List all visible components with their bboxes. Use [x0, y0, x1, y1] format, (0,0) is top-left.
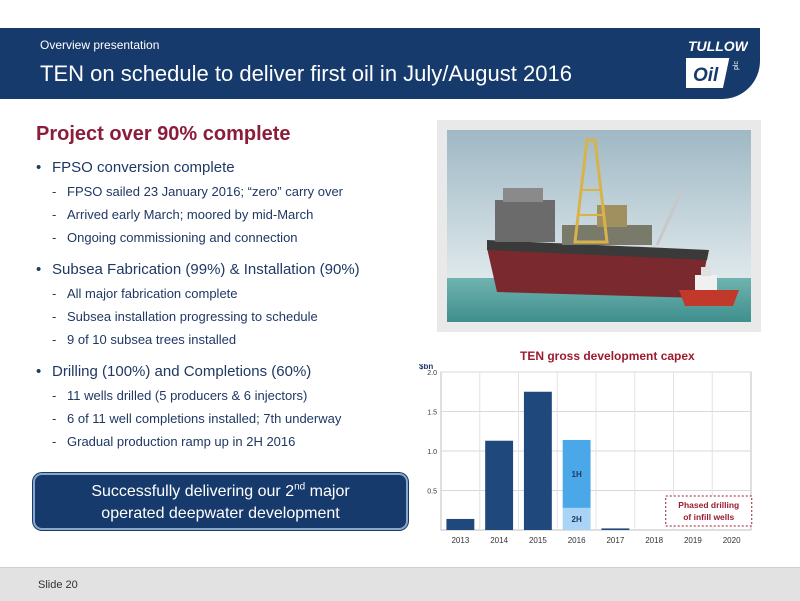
fpso-photo	[447, 130, 751, 322]
callout-line1: Successfully delivering our 2nd major	[35, 481, 406, 503]
x-tick-label: 2018	[645, 536, 663, 545]
callout-suffix: major	[305, 483, 350, 500]
segment-label-1H: 1H	[572, 470, 582, 479]
slide-number: Slide 20	[38, 579, 78, 591]
logo-wordmark: TULLOW	[688, 38, 748, 54]
sub-bullet: 9 of 10 subsea trees installed	[36, 328, 426, 351]
bullet-fpso: FPSO conversion complete	[36, 156, 426, 180]
bar-2016-s1	[562, 439, 591, 508]
x-tick-label: 2020	[723, 536, 741, 545]
annotation-line2: of infill wells	[683, 512, 734, 522]
header-banner: Overview presentation TEN on schedule to…	[0, 28, 760, 99]
sub-bullet: 11 wells drilled (5 producers & 6 inject…	[36, 384, 426, 407]
y-tick-label: 0.5	[427, 489, 437, 496]
bullet-subsea: Subsea Fabrication (99%) & Installation …	[36, 258, 426, 282]
fpso-ship-image	[447, 130, 751, 322]
x-tick-label: 2019	[684, 536, 702, 545]
sub-bullet: Arrived early March; moored by mid-March	[36, 203, 426, 226]
callout-prefix: Successfully delivering our 2	[91, 483, 295, 500]
logo-mark: Oil	[693, 65, 719, 86]
bar-2017-s0	[601, 528, 630, 530]
callout-line2: operated deepwater development	[101, 505, 340, 522]
callout-box: Successfully delivering our 2nd major op…	[33, 473, 408, 530]
annotation-line1: Phased drilling	[678, 500, 739, 510]
callout-sup: nd	[294, 481, 306, 493]
segment-label-2H: 2H	[572, 515, 582, 524]
bar-2013-s0	[446, 518, 475, 530]
annotation-box	[665, 495, 753, 527]
sub-bullet: Ongoing commissioning and connection	[36, 226, 426, 249]
photo-frame	[437, 120, 761, 332]
sub-bullet: Gradual production ramp up in 2H 2016	[36, 430, 426, 453]
header-subtitle: Overview presentation	[40, 38, 160, 52]
x-tick-label: 2013	[451, 536, 469, 545]
x-tick-label: 2015	[529, 536, 547, 545]
bar-2014-s0	[485, 440, 514, 530]
section-title: Project over 90% complete	[36, 123, 291, 145]
bullet-list: FPSO conversion complete FPSO sailed 23 …	[36, 156, 426, 453]
sub-bullet: FPSO sailed 23 January 2016; “zero” carr…	[36, 180, 426, 203]
bar-2016-s0	[562, 507, 591, 530]
y-tick-label: 1.5	[427, 410, 437, 417]
y-tick-label: 1.0	[427, 449, 437, 456]
chart-title: TEN gross development capex	[520, 349, 695, 363]
y-tick-label: 2.0	[427, 370, 437, 377]
capex-bar-chart: $bn 0.5 1.0 1.5 2.0 2013 2014 2015 2016 2017 2018 2…	[419, 364, 753, 545]
tullow-logo: TULLOW Oil plc	[686, 38, 748, 88]
y-axis-label: $bn	[419, 364, 433, 371]
spacer	[36, 351, 426, 360]
logo-plc: plc	[733, 61, 740, 70]
page-title: TEN on schedule to deliver first oil in …	[40, 61, 572, 86]
x-tick-label: 2017	[606, 536, 624, 545]
sub-bullet: All major fabrication complete	[36, 282, 426, 305]
x-tick-label: 2014	[490, 536, 508, 545]
spacer	[36, 249, 426, 258]
sub-bullet: 6 of 11 well completions installed; 7th …	[36, 407, 426, 430]
bullet-drilling: Drilling (100%) and Completions (60%)	[36, 360, 426, 384]
sub-bullet: Subsea installation progressing to sched…	[36, 305, 426, 328]
bar-2015-s0	[523, 391, 552, 530]
footer-bar: Slide 20	[0, 567, 800, 601]
x-tick-label: 2016	[568, 536, 586, 545]
